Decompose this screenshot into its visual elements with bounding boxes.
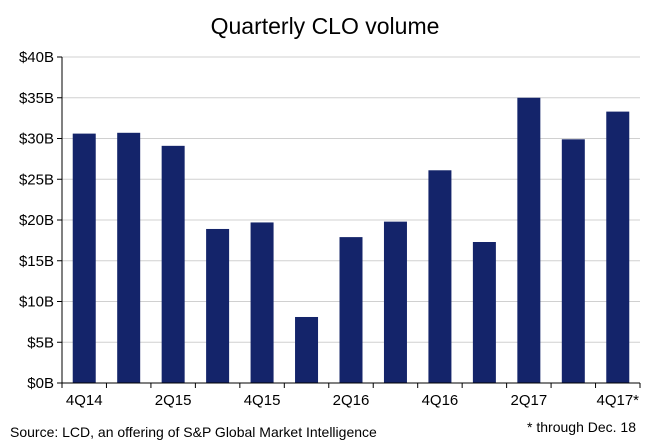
x-tick-label: 2Q15 [155, 392, 192, 409]
x-tick-labels: 4Q14 2Q15 4Q15 2Q16 4Q16 2Q17 4Q17* [66, 392, 639, 409]
y-tick-label: $10B [19, 294, 54, 311]
x-tick-label: 4Q15 [244, 392, 281, 409]
bar-4Q17* [606, 111, 630, 383]
x-tick-label: 4Q17* [596, 392, 639, 409]
bars [72, 97, 630, 383]
x-tick-label: 2Q16 [333, 392, 370, 409]
y-tick-label: $20B [19, 212, 54, 229]
bar-3Q15 [206, 228, 230, 383]
chart-title: Quarterly CLO volume [211, 13, 440, 39]
bar-1Q16 [295, 316, 319, 383]
bar-3Q16 [383, 221, 407, 383]
bar-1Q15 [117, 132, 141, 383]
bar-1Q17 [472, 242, 496, 383]
y-tick-label: $5B [27, 334, 54, 351]
bar-4Q16 [428, 170, 452, 383]
y-tick-label: $30B [19, 131, 54, 148]
x-tick-label: 4Q16 [422, 392, 459, 409]
y-tick-label: $15B [19, 253, 54, 270]
bar-4Q15 [250, 222, 274, 383]
y-tick-label: $0B [27, 375, 54, 392]
bar-2Q15 [161, 145, 185, 383]
y-tick-label: $40B [19, 49, 54, 66]
bar-2Q16 [339, 237, 363, 383]
footnote: * through Dec. 18 [527, 419, 636, 435]
y-tick-labels: $0B $5B $10B $15B $20B $25B $30B $35B $40B [19, 49, 54, 392]
y-tick-label: $25B [19, 171, 54, 188]
bar-2Q17 [517, 97, 541, 383]
source-note: Source: LCD, an offering of S&P Global M… [10, 424, 377, 440]
x-tick-label: 4Q14 [66, 392, 103, 409]
y-tick-label: $35B [19, 90, 54, 107]
bar-3Q17 [561, 139, 585, 383]
bar-4Q14 [72, 133, 96, 383]
axes [57, 56, 641, 388]
x-tick-label: 2Q17 [510, 392, 547, 409]
